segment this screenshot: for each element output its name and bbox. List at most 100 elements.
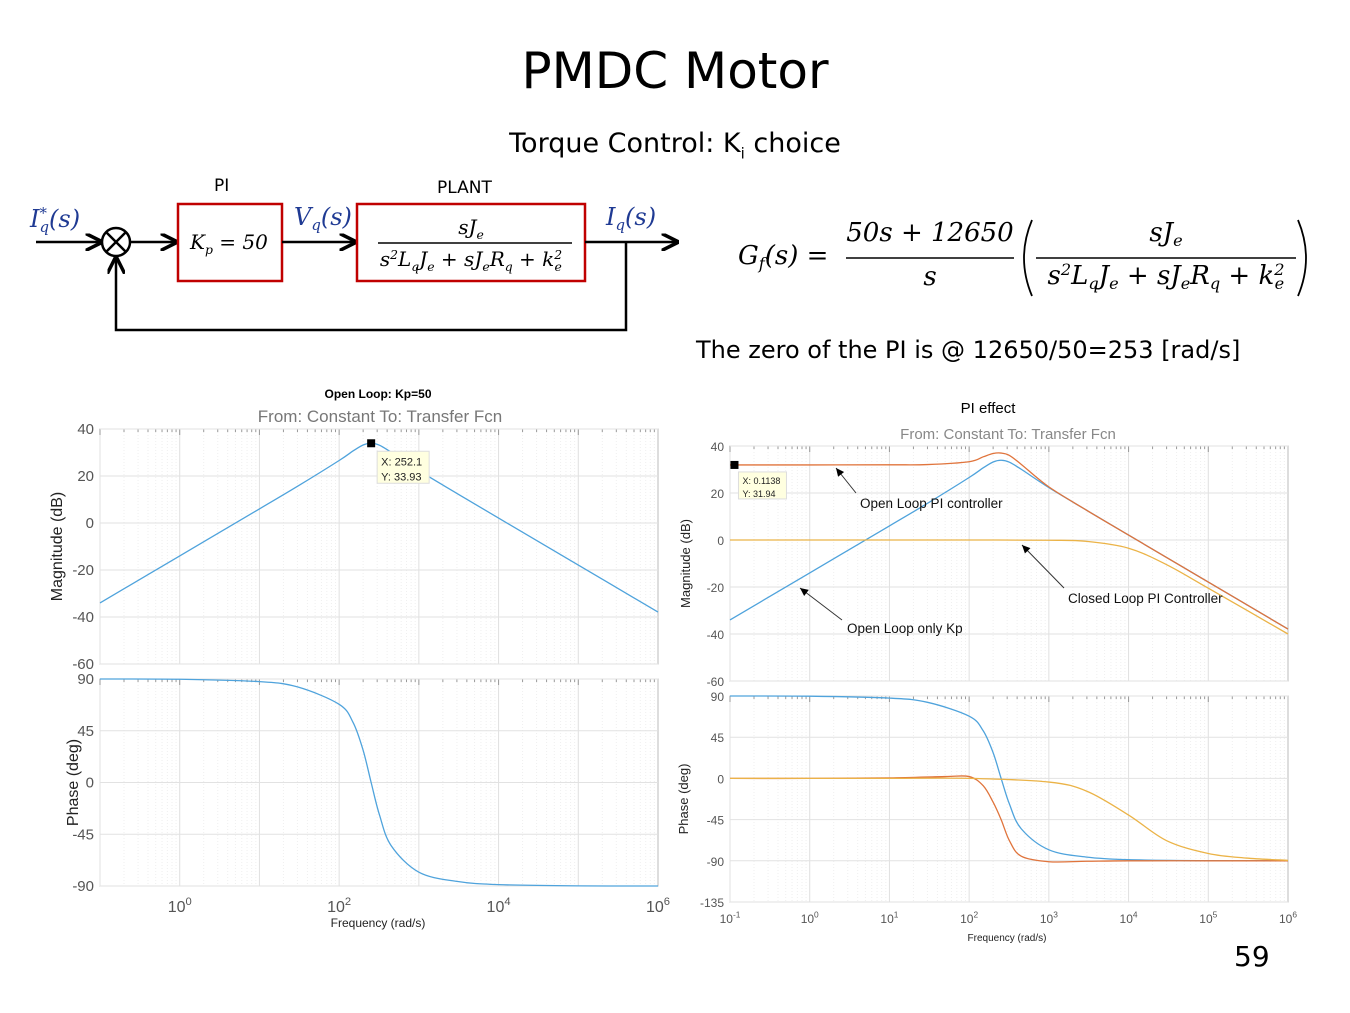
- math-symbol: I: [606, 203, 616, 231]
- x-tick-exponent: 2: [973, 910, 978, 920]
- chart-title: PI effect: [961, 400, 1017, 417]
- bode-chart-2: PI effect From: Constant To: Transfer Fcn…: [676, 400, 1297, 944]
- annotation-arrow: [1021, 544, 1065, 589]
- x-tick-base: 10: [1279, 912, 1293, 926]
- phase-series-1: [99, 678, 659, 887]
- magnitude-plot: 40 20 0 -20 -40 -60 Magnitude (dB) X: 0.1138 Y: …: [678, 440, 1289, 689]
- x-tick-exponent: 3: [1053, 910, 1058, 920]
- math-symbol: + sJ: [1118, 261, 1181, 291]
- math-symbol: s: [923, 262, 937, 292]
- x-tick-label: 104: [1120, 910, 1138, 926]
- y-tick-label: 0: [86, 775, 94, 792]
- y-tick-label: -60: [707, 675, 725, 689]
- math-symbol: 50s + 12650: [846, 218, 1014, 248]
- datatip-y: Y: 33.93: [381, 471, 421, 483]
- x-tick-exponent: 6: [664, 896, 670, 908]
- math-subscript: e: [482, 258, 490, 274]
- math-subscript: q: [504, 258, 513, 274]
- x-tick-label: 106: [646, 896, 670, 916]
- x-tick-label: 105: [1199, 910, 1217, 926]
- y-tick-label: 0: [717, 534, 724, 548]
- y-tick-label: 90: [77, 671, 94, 688]
- math-symbol: sJ: [1149, 218, 1174, 248]
- math-symbol: sJ: [458, 215, 477, 239]
- y-tick-label: -40: [72, 609, 94, 626]
- math-symbol: + k: [1220, 261, 1275, 291]
- x-tick-exponent: 1: [894, 910, 899, 920]
- math-superscript: 2: [1060, 259, 1072, 279]
- x-tick-exponent: 5: [1213, 910, 1218, 920]
- math-subscript: q: [1088, 274, 1099, 293]
- y-tick-label: 20: [711, 487, 725, 501]
- y-axis-label: Magnitude (dB): [49, 492, 66, 601]
- datatip-x: X: 252.1: [381, 456, 422, 468]
- output-signal-label: I q (s): [606, 203, 656, 232]
- math-symbol: s: [1047, 261, 1061, 291]
- y-tick-label: -90: [72, 878, 94, 895]
- x-tick-exponent: 0: [814, 910, 819, 920]
- x-tick-base: 10: [880, 912, 894, 926]
- plot-area: [729, 695, 1289, 903]
- phase-plot: 90 45 0 -45 -90 -135 Phase (deg): [676, 690, 1289, 910]
- y-axis-label: Magnitude (dB): [678, 519, 693, 608]
- page-number: 59: [1234, 940, 1270, 973]
- magnitude-plot: 40 20 0 -20 -40 -60 Magnitude (dB) X: 252.1 Y: 3…: [49, 421, 659, 673]
- y-tick-label: 20: [77, 468, 94, 485]
- math-subscript: q: [1209, 274, 1221, 293]
- equation-pi-denominator: s: [846, 262, 1014, 292]
- math-subscript: q: [411, 258, 420, 274]
- math-symbol: (s): [320, 203, 352, 231]
- equation-pi-numerator: 50s + 12650: [846, 218, 1014, 248]
- x-tick-base: 10: [646, 899, 664, 916]
- annotation-label: Open Loop only Kp: [847, 621, 963, 636]
- math-symbol: G: [738, 241, 759, 271]
- bode-chart-1: Open Loop: Kp=50 From: Constant To: Trans…: [49, 387, 670, 930]
- x-tick-exponent: 4: [504, 896, 510, 908]
- math-symbol: s: [379, 247, 391, 271]
- math-subscript: e: [1173, 231, 1183, 250]
- y-tick-label: -60: [72, 656, 94, 673]
- y-tick-label: 45: [711, 731, 725, 745]
- chart-subtitle: From: Constant To: Transfer Fcn: [258, 407, 502, 426]
- y-tick-label: -45: [707, 814, 725, 828]
- math-subscript: e: [1180, 274, 1191, 293]
- math-symbol: (s): [625, 203, 657, 231]
- math-subscript: f: [758, 254, 765, 273]
- math-symbol: R: [489, 247, 505, 271]
- y-tick-label: 45: [77, 723, 94, 740]
- math-subscript: q: [615, 215, 626, 234]
- y-tick-label: -40: [707, 628, 725, 642]
- y-tick-label: 40: [711, 440, 725, 454]
- subtitle-rest: choice: [744, 128, 841, 159]
- math-superscript: 2: [1274, 259, 1285, 279]
- x-tick-label: 104: [487, 896, 511, 916]
- math-symbol: + k: [512, 247, 555, 271]
- x-tick-exponent: -1: [733, 910, 741, 920]
- math-symbol: (s) =: [764, 241, 829, 271]
- math-subscript: e: [554, 258, 562, 274]
- arrow-head-icon: [800, 588, 809, 596]
- datatip-x: X: 0.1138: [742, 476, 780, 486]
- plant-label: PLANT: [437, 178, 492, 198]
- pi-label: PI: [214, 176, 230, 196]
- math-symbol: K: [190, 230, 205, 254]
- input-signal-label: I * q (s): [30, 205, 80, 234]
- x-tick-label: 100: [168, 896, 192, 916]
- annotation-label: Open Loop PI controller: [860, 496, 1003, 511]
- y-tick-label: 90: [711, 690, 725, 704]
- pi-zero-note: The zero of the PI is @ 12650/50=253 [ra…: [696, 336, 1241, 364]
- math-symbol: J: [1098, 261, 1110, 291]
- math-subscript: e: [427, 258, 435, 274]
- math-symbol: = 50: [212, 230, 268, 254]
- slide-title: PMDC Motor: [521, 42, 829, 100]
- math-symbol: I: [30, 205, 40, 233]
- x-tick-label: 102: [960, 910, 978, 926]
- arrow-head-icon: [836, 468, 845, 477]
- equation-plant-numerator: sJ e: [1036, 218, 1296, 249]
- math-superscript: *: [39, 204, 47, 223]
- y-tick-label: 40: [77, 421, 94, 438]
- y-tick-label: 0: [717, 772, 724, 786]
